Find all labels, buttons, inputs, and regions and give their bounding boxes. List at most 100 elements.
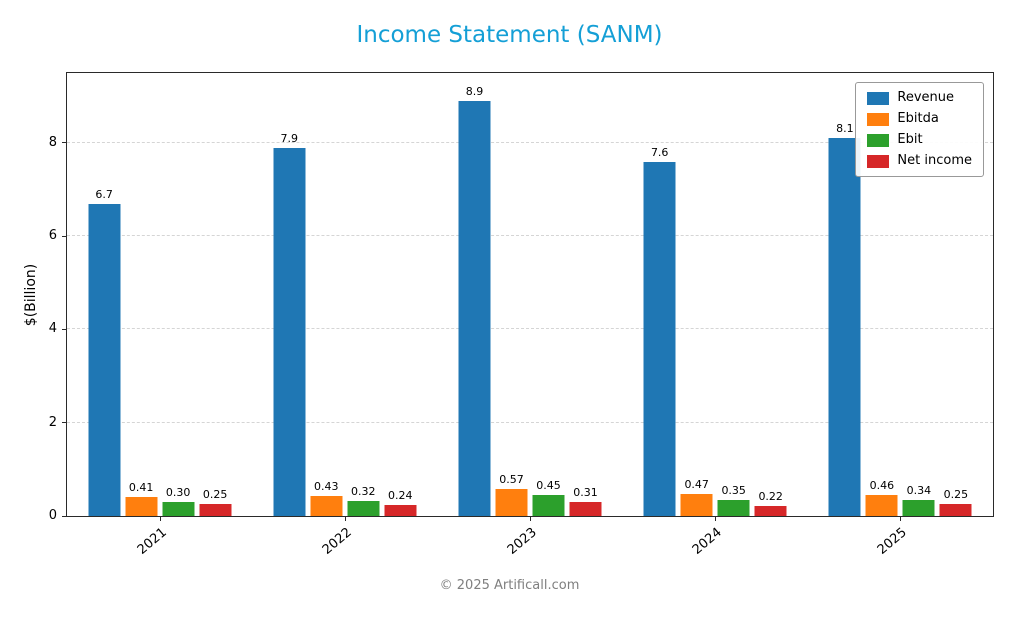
x-tick-mark <box>715 516 717 521</box>
gridline <box>67 141 993 143</box>
bar-wrap: 0.43 <box>310 73 343 516</box>
bar-ebit <box>902 500 935 516</box>
bar-net-income <box>569 501 602 516</box>
bar-value-label: 0.46 <box>869 478 895 492</box>
bar-wrap: 0.22 <box>754 73 787 516</box>
bar-value-label: 0.34 <box>906 484 932 498</box>
legend-item: Revenue <box>867 91 972 105</box>
legend-item: Ebitda <box>867 112 972 126</box>
x-tick-mark <box>159 516 161 521</box>
bar-value-label: 0.22 <box>758 489 783 503</box>
chart-title: Income Statement (SANM) <box>356 22 663 48</box>
footer-credit: © 2025 Artificall.com <box>439 578 580 593</box>
legend: Revenue Ebitda Ebit Net income <box>855 82 984 177</box>
bar-ebitda <box>680 494 713 516</box>
bar-revenue <box>828 138 861 516</box>
bar-revenue <box>643 161 676 516</box>
gridline <box>67 421 993 423</box>
y-tick-label: 6 <box>48 228 57 244</box>
bar-wrap: 0.34 <box>902 73 935 516</box>
y-tick-mark <box>62 235 67 237</box>
y-axis-label: $(Billion) <box>23 263 39 327</box>
bar-value-label: 0.30 <box>165 486 191 500</box>
bar-wrap: 0.46 <box>865 73 898 516</box>
gridline <box>67 328 993 330</box>
bar-value-label: 0.32 <box>351 485 376 499</box>
y-tick-label: 0 <box>48 508 57 523</box>
x-tick-label: 2023 <box>504 525 540 558</box>
y-tick-mark <box>62 422 67 424</box>
bar-group: 6.7 0.41 0.30 0.25 <box>88 73 232 516</box>
legend-swatch <box>867 112 890 126</box>
bar-wrap: 8.1 <box>828 73 861 516</box>
bar-wrap: 0.57 <box>495 73 528 516</box>
y-tick-mark <box>62 142 67 144</box>
bar-value-label: 8.1 <box>836 122 854 136</box>
bar-net-income <box>939 504 972 516</box>
bar-value-label: 0.25 <box>943 488 969 502</box>
bar-group: 7.6 0.47 0.35 0.22 <box>643 73 787 516</box>
bar-net-income <box>199 504 232 516</box>
legend-label: Ebitda <box>897 111 939 126</box>
x-tick-mark <box>530 516 531 521</box>
bar-group: 8.9 0.57 0.45 0.31 <box>458 73 602 516</box>
bar-value-label: 0.45 <box>536 479 561 493</box>
bar-ebit <box>532 495 565 516</box>
bar-wrap: 0.32 <box>347 73 380 516</box>
legend-swatch <box>867 154 890 168</box>
bar-wrap: 7.9 <box>273 73 306 516</box>
bar-value-label: 0.31 <box>573 485 598 499</box>
bar-wrap: 0.24 <box>384 73 417 516</box>
y-tick-mark <box>62 328 67 330</box>
y-tick-label: 2 <box>48 414 57 430</box>
bar-value-label: 8.9 <box>465 84 484 98</box>
x-tick-label: 2022 <box>319 525 355 558</box>
bar-net-income <box>754 505 787 516</box>
y-tick-label: 4 <box>48 321 57 337</box>
x-tick-mark <box>344 516 346 521</box>
bar-ebitda <box>125 496 158 516</box>
bar-revenue <box>273 147 306 516</box>
bar-wrap: 0.30 <box>162 73 195 516</box>
legend-label: Ebit <box>897 132 923 147</box>
bar-wrap: 7.6 <box>643 73 676 516</box>
bar-wrap: 0.25 <box>199 73 232 516</box>
bar-wrap: 0.25 <box>939 73 972 516</box>
bar-wrap: 0.41 <box>125 73 158 516</box>
bar-ebitda <box>865 494 898 516</box>
bar-value-label: 6.7 <box>95 187 113 201</box>
bar-wrap: 0.45 <box>532 73 565 516</box>
plot-area: Revenue Ebitda Ebit Net income 0 2 4 6 8 6.7 0.41… <box>49 72 994 558</box>
gridline <box>67 235 993 237</box>
bar-wrap: 8.9 <box>458 73 491 516</box>
bar-value-label: 7.9 <box>280 131 299 145</box>
legend-label: Revenue <box>897 90 955 105</box>
bar-value-label: 0.47 <box>684 478 709 492</box>
bar-ebit <box>717 499 750 516</box>
bar-value-label: 0.57 <box>499 473 524 487</box>
bar-value-label: 0.35 <box>721 483 746 497</box>
legend-item: Net income <box>867 154 972 168</box>
bar-revenue <box>88 203 121 516</box>
bar-ebitda <box>495 489 528 516</box>
x-tick-label: 2025 <box>875 525 911 558</box>
x-tick-mark <box>900 516 902 521</box>
legend-item: Ebit <box>867 133 972 147</box>
bar-wrap: 0.35 <box>717 73 750 516</box>
bar-value-label: 0.25 <box>202 488 228 502</box>
bar-value-label: 0.41 <box>128 480 154 494</box>
y-tick-mark <box>62 515 67 517</box>
legend-swatch <box>867 91 890 105</box>
x-tick-label: 2021 <box>134 525 170 558</box>
bar-ebitda <box>310 495 343 516</box>
bar-value-label: 7.6 <box>650 145 669 159</box>
bar-wrap: 0.31 <box>569 73 602 516</box>
bar-net-income <box>384 504 417 516</box>
bar-group: 8.1 0.46 0.34 0.25 <box>828 73 972 516</box>
legend-swatch <box>867 133 890 147</box>
bar-value-label: 0.43 <box>314 479 339 493</box>
bar-wrap: 0.47 <box>680 73 713 516</box>
bar-revenue <box>458 100 491 516</box>
x-tick-label: 2024 <box>689 525 725 558</box>
